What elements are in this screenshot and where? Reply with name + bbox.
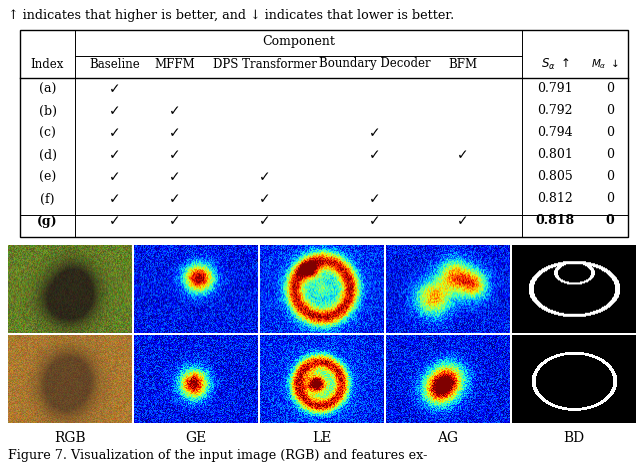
Text: MFFM: MFFM <box>155 57 195 71</box>
Text: ✓: ✓ <box>169 170 181 184</box>
Text: ✓: ✓ <box>369 126 381 140</box>
Text: ✓: ✓ <box>457 148 469 162</box>
Text: ✓: ✓ <box>109 104 121 118</box>
Text: 0: 0 <box>606 192 614 205</box>
Text: 0.792: 0.792 <box>537 105 573 118</box>
Text: Component: Component <box>262 35 335 49</box>
Text: ✓: ✓ <box>109 148 121 162</box>
Text: (g): (g) <box>37 214 58 227</box>
Text: 0: 0 <box>606 83 614 95</box>
Text: Boundary Decoder: Boundary Decoder <box>319 57 431 71</box>
Text: 0: 0 <box>606 149 614 162</box>
Text: LE: LE <box>312 431 332 445</box>
Text: GE: GE <box>186 431 207 445</box>
Text: 0.812: 0.812 <box>537 192 573 205</box>
Text: $M_{\alpha}$ $\downarrow$: $M_{\alpha}$ $\downarrow$ <box>591 57 619 71</box>
Text: ✓: ✓ <box>169 104 181 118</box>
Text: (b): (b) <box>38 105 56 118</box>
Text: $S_{\alpha}$ $\uparrow$: $S_{\alpha}$ $\uparrow$ <box>541 57 570 71</box>
Text: Index: Index <box>31 57 64 71</box>
Text: (f): (f) <box>40 192 55 205</box>
Text: 0.805: 0.805 <box>537 170 573 184</box>
Text: ✓: ✓ <box>169 192 181 206</box>
Text: 0.801: 0.801 <box>537 149 573 162</box>
Text: ↑ indicates that higher is better, and ↓ indicates that lower is better.: ↑ indicates that higher is better, and ↓… <box>8 9 454 22</box>
Text: ✓: ✓ <box>369 148 381 162</box>
Bar <box>20 30 628 237</box>
Text: Baseline: Baseline <box>90 57 140 71</box>
Text: ✓: ✓ <box>109 82 121 96</box>
Text: 0.818: 0.818 <box>536 214 575 227</box>
Text: ✓: ✓ <box>259 192 271 206</box>
Text: BFM: BFM <box>449 57 477 71</box>
Text: ✓: ✓ <box>109 214 121 228</box>
Text: (c): (c) <box>39 127 56 140</box>
Text: ✓: ✓ <box>109 192 121 206</box>
Text: ✓: ✓ <box>109 170 121 184</box>
Text: (e): (e) <box>39 170 56 184</box>
Text: RGB: RGB <box>54 431 86 445</box>
Text: 0: 0 <box>606 170 614 184</box>
Text: BD: BD <box>563 431 584 445</box>
Text: ✓: ✓ <box>169 126 181 140</box>
Text: ✓: ✓ <box>109 126 121 140</box>
Text: ✓: ✓ <box>457 214 469 228</box>
Text: ✓: ✓ <box>259 170 271 184</box>
Text: 0.794: 0.794 <box>537 127 573 140</box>
Text: 0: 0 <box>606 105 614 118</box>
Text: AG: AG <box>437 431 459 445</box>
Text: (d): (d) <box>38 149 56 162</box>
Text: 0.791: 0.791 <box>537 83 573 95</box>
Text: ✓: ✓ <box>169 214 181 228</box>
Text: 0: 0 <box>605 214 614 227</box>
Text: ✓: ✓ <box>369 214 381 228</box>
Text: DPS Transformer: DPS Transformer <box>213 57 317 71</box>
Text: (a): (a) <box>39 83 56 95</box>
Text: ✓: ✓ <box>259 214 271 228</box>
Text: ✓: ✓ <box>369 192 381 206</box>
Text: 0: 0 <box>606 127 614 140</box>
Text: Figure 7. Visualization of the input image (RGB) and features ex-: Figure 7. Visualization of the input ima… <box>8 449 428 462</box>
Text: ✓: ✓ <box>169 148 181 162</box>
